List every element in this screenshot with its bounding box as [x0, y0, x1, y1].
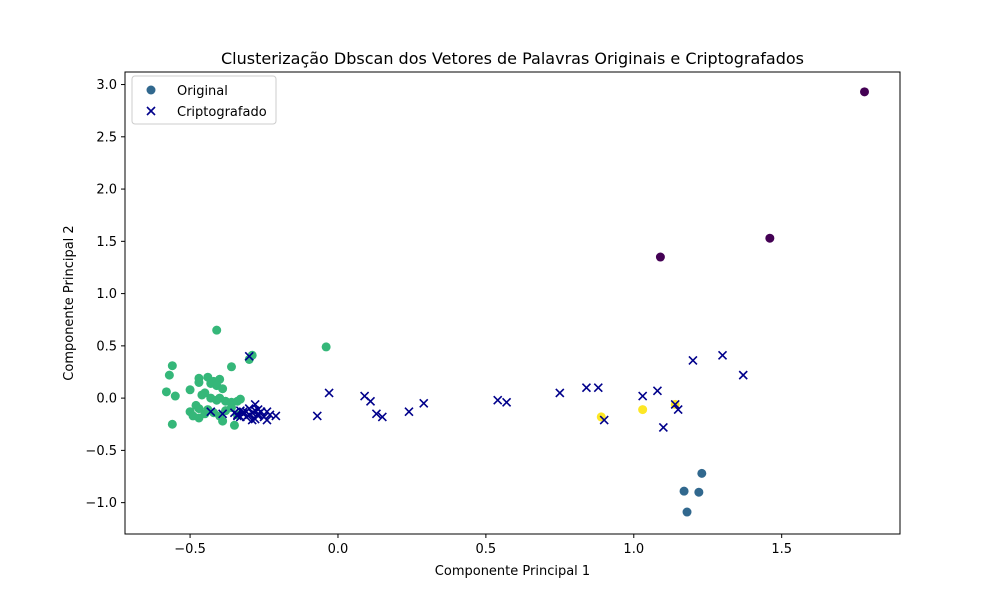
y-tick-label: 1.0: [96, 287, 117, 302]
criptografado-point: [371, 409, 381, 419]
criptografado-point: [244, 351, 254, 361]
original-point: [194, 404, 204, 414]
original-point: [218, 416, 228, 426]
criptografado-point: [404, 407, 414, 417]
original-point: [765, 233, 775, 243]
criptografado-point: [247, 415, 257, 425]
x-tick-label: −0.5: [174, 542, 206, 557]
criptografado-point: [638, 391, 648, 401]
original-point: [164, 370, 174, 380]
original-point: [682, 507, 692, 517]
legend-circle-icon: [146, 85, 156, 95]
criptografado-point: [377, 412, 387, 422]
original-point: [200, 388, 210, 398]
original-point: [860, 87, 870, 97]
criptografado-point: [555, 388, 565, 398]
x-tick-label: 1.0: [623, 542, 644, 557]
y-tick-label: −0.5: [85, 444, 117, 459]
criptografado-point: [670, 399, 680, 409]
criptografado-point: [312, 411, 322, 421]
criptografado-point: [324, 388, 334, 398]
criptografado-point: [262, 415, 272, 425]
criptografado-point: [250, 399, 260, 409]
original-point: [697, 468, 707, 478]
criptografado-point: [717, 350, 728, 360]
criptografado-point: [652, 386, 663, 396]
original-point: [655, 252, 665, 262]
original-point: [235, 394, 245, 404]
x-tick-label: 0.0: [328, 542, 349, 557]
y-axis-ticks: −1.0 −0.5 0.0 0.5 1.0 1.5 2.0 2.5 3.0: [85, 78, 125, 511]
criptografado-point: [218, 409, 228, 419]
points-layer: [161, 87, 870, 517]
criptografado-point: [581, 383, 592, 393]
criptografado-point: [658, 422, 668, 432]
original-point: [321, 342, 331, 352]
plot-frame: [124, 71, 901, 535]
original-point: [218, 384, 228, 394]
criptografado-point: [365, 396, 376, 406]
y-tick-label: 2.0: [96, 183, 117, 198]
legend-marker-original: [146, 85, 156, 95]
y-axis-title: Componente Principal 2: [62, 225, 77, 380]
original-point: [167, 361, 177, 371]
original-point: [638, 405, 648, 415]
original-point: [212, 325, 222, 335]
legend: Original Criptografado: [131, 75, 277, 125]
chart-title: Clusterização Dbscan dos Vetores de Pala…: [221, 49, 804, 68]
criptografado-point: [253, 405, 263, 415]
original-point: [226, 362, 236, 372]
criptografado-point: [502, 397, 512, 407]
y-tick-label: 0.0: [96, 392, 117, 407]
legend-marker-criptografado: [146, 106, 156, 116]
x-axis-title: Componente Principal 1: [435, 564, 590, 579]
original-point: [694, 487, 704, 497]
y-tick-label: −1.0: [85, 496, 117, 511]
legend-label-original: Original: [177, 84, 228, 99]
criptografado-point: [599, 415, 609, 425]
original-point: [229, 420, 239, 430]
x-axis-ticks: −0.5 0.0 0.5 1.0 1.5: [174, 534, 792, 557]
x-tick-label: 1.5: [771, 542, 792, 557]
criptografado-point: [738, 370, 748, 380]
legend-label-criptografado: Criptografado: [177, 105, 267, 120]
original-point: [170, 391, 180, 401]
original-point: [679, 486, 689, 496]
x-tick-label: 0.5: [476, 542, 497, 557]
criptografado-point: [235, 412, 245, 422]
original-point: [167, 419, 177, 429]
original-point: [194, 377, 204, 387]
criptografado-point: [688, 355, 698, 366]
criptografado-point: [271, 411, 281, 421]
original-point: [161, 387, 171, 397]
criptografado-point: [419, 398, 429, 408]
criptografado-point: [238, 407, 248, 417]
legend-x-icon: [146, 106, 156, 116]
y-tick-label: 3.0: [96, 78, 117, 93]
criptografado-point: [673, 405, 683, 415]
criptografado-point: [493, 395, 503, 405]
criptografado-point: [206, 407, 216, 417]
y-tick-label: 2.5: [96, 130, 117, 145]
y-tick-label: 0.5: [96, 339, 117, 354]
criptografado-point: [593, 383, 603, 393]
y-tick-label: 1.5: [96, 235, 117, 250]
original-point: [185, 385, 195, 395]
legend-box: [131, 75, 277, 125]
original-point: [226, 403, 236, 413]
